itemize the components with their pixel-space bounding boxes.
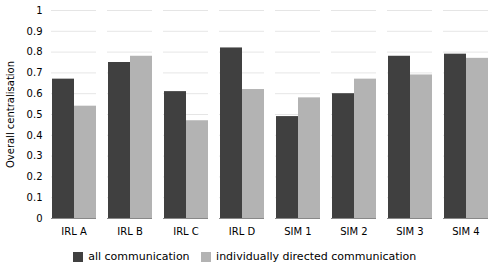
- svg-text:0: 0: [36, 213, 42, 224]
- html-text:individually directed communic: individually directed communication: [216, 250, 417, 263]
- svg-text:0.4: 0.4: [27, 130, 43, 141]
- svg-text:SIM 4: SIM 4: [452, 226, 479, 237]
- svg-text:0.7: 0.7: [27, 67, 43, 78]
- svg-text:IRL C: IRL C: [173, 226, 199, 237]
- html-text:all communication: all communication: [88, 250, 190, 263]
- svg-text:0.5: 0.5: [27, 109, 43, 120]
- svg-text:0.6: 0.6: [27, 88, 43, 99]
- svg-text:1: 1: [36, 5, 42, 16]
- svg-text:0.3: 0.3: [27, 150, 43, 161]
- svg-text:0.8: 0.8: [27, 46, 43, 57]
- svg-text:0.9: 0.9: [27, 26, 43, 37]
- svg-text:Overall centralisation: Overall centralisation: [5, 61, 16, 168]
- svg-text:0.1: 0.1: [27, 192, 43, 203]
- svg-text:IRL A: IRL A: [61, 226, 87, 237]
- svg-text:0.2: 0.2: [27, 171, 43, 182]
- svg-text:SIM 1: SIM 1: [284, 226, 311, 237]
- svg-text:IRL D: IRL D: [229, 226, 256, 237]
- svg-text:SIM 3: SIM 3: [396, 226, 423, 237]
- svg-text:IRL B: IRL B: [117, 226, 143, 237]
- svg-text:SIM 2: SIM 2: [340, 226, 367, 237]
